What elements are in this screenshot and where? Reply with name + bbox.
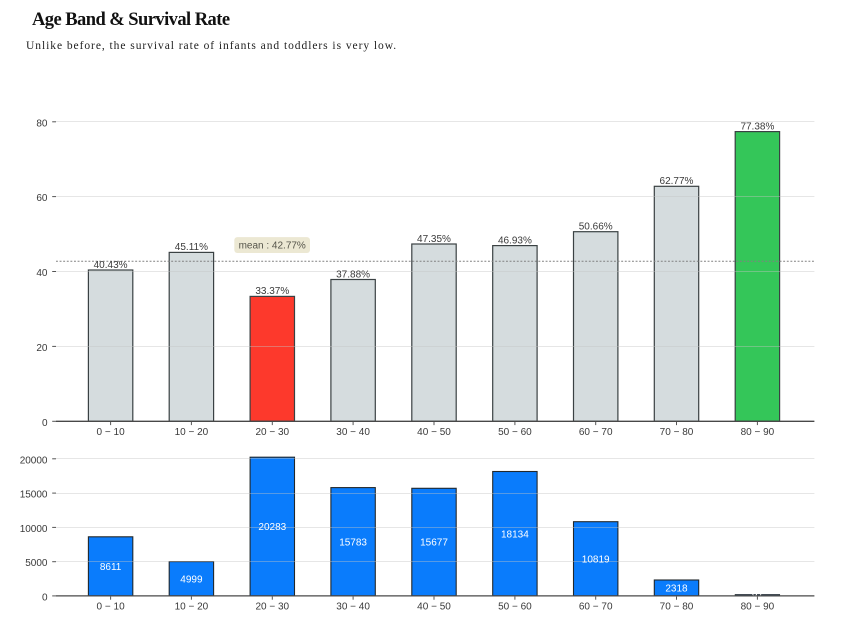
svg-text:70 − 80: 70 − 80	[660, 602, 694, 613]
svg-text:0: 0	[42, 592, 48, 603]
svg-text:20 − 30: 20 − 30	[255, 427, 289, 438]
svg-text:18134: 18134	[501, 529, 529, 540]
svg-text:mean : 42.77%: mean : 42.77%	[239, 241, 306, 252]
svg-text:0: 0	[42, 418, 48, 429]
svg-text:15677: 15677	[420, 538, 448, 549]
svg-text:0 − 10: 0 − 10	[97, 602, 126, 613]
svg-text:50.66%: 50.66%	[579, 222, 613, 233]
svg-text:2318: 2318	[665, 584, 688, 595]
svg-text:20283: 20283	[258, 522, 286, 533]
svg-text:15783: 15783	[339, 537, 367, 548]
svg-text:4999: 4999	[180, 574, 203, 585]
svg-text:80 − 90: 80 − 90	[741, 602, 775, 613]
svg-text:80 − 90: 80 − 90	[741, 427, 775, 438]
svg-text:50 − 60: 50 − 60	[498, 427, 532, 438]
svg-text:77.38%: 77.38%	[740, 121, 774, 132]
svg-text:30 − 40: 30 − 40	[336, 427, 370, 438]
svg-text:10 − 20: 10 − 20	[175, 602, 209, 613]
svg-text:50 − 60: 50 − 60	[498, 602, 532, 613]
svg-text:40 − 50: 40 − 50	[417, 602, 451, 613]
svg-text:10 − 20: 10 − 20	[175, 427, 209, 438]
svg-text:40.43%: 40.43%	[94, 260, 128, 271]
svg-text:70 − 80: 70 − 80	[660, 427, 694, 438]
svg-text:45.11%: 45.11%	[175, 242, 208, 253]
svg-text:5000: 5000	[25, 558, 48, 569]
svg-text:15000: 15000	[20, 490, 48, 501]
svg-text:0 − 10: 0 − 10	[97, 427, 126, 438]
svg-text:40 − 50: 40 − 50	[417, 427, 451, 438]
svg-text:46.93%: 46.93%	[498, 235, 532, 246]
svg-text:10819: 10819	[582, 554, 610, 565]
svg-text:40: 40	[36, 268, 48, 279]
svg-text:30 − 40: 30 − 40	[336, 602, 370, 613]
svg-text:20: 20	[36, 343, 48, 354]
svg-text:8611: 8611	[100, 562, 122, 573]
svg-text:60 − 70: 60 − 70	[579, 427, 613, 438]
svg-text:20 − 30: 20 − 30	[255, 602, 289, 613]
svg-text:47.35%: 47.35%	[417, 234, 451, 245]
svg-text:33.37%: 33.37%	[255, 286, 289, 297]
svg-text:20000: 20000	[20, 455, 48, 466]
svg-text:60: 60	[36, 193, 48, 204]
svg-text:60 − 70: 60 − 70	[579, 602, 613, 613]
svg-text:10000: 10000	[20, 524, 48, 535]
svg-text:62.77%: 62.77%	[660, 176, 694, 187]
svg-text:80: 80	[36, 118, 48, 129]
svg-text:37.88%: 37.88%	[336, 269, 370, 280]
